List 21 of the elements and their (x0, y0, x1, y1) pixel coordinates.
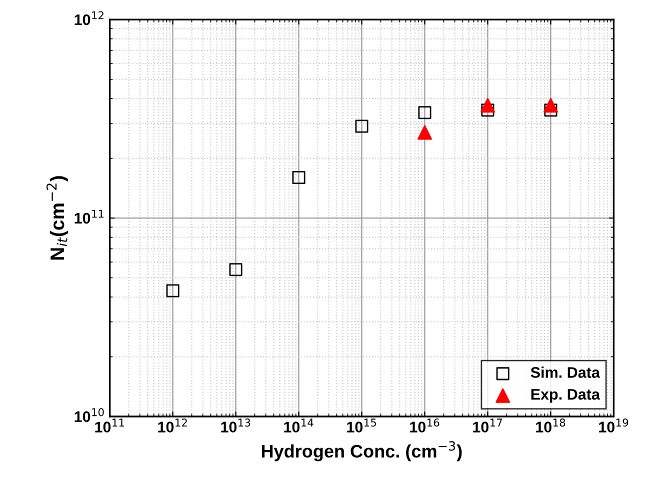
point (292, 171, 306, 184)
point (166, 284, 180, 298)
point (355, 120, 368, 133)
x-tick-label: 10$^{18}$ (536, 418, 566, 432)
x-tick-label: 10$^{13}$ (221, 418, 250, 432)
x-tick-label: 10$^{16}$ (410, 418, 440, 432)
point (418, 106, 432, 120)
x-tick-label: 10$^{15}$ (347, 418, 376, 432)
x-tick-label: 10$^{14}$ (284, 418, 314, 432)
x-tick-label: 10$^{17}$ (473, 418, 502, 432)
x-tick-label: 10$^{12}$ (158, 418, 187, 432)
legend-label: Exp. Data (531, 389, 600, 403)
x-tick-label: 10$^{19}$ (599, 418, 628, 432)
legend-label: Sim. Data (530, 366, 600, 378)
y-axis-title: N$_{it}$(cm$^{−2}$) (46, 176, 68, 260)
x-axis-title: Hydrogen Conc. (cm$^{−3}$) (262, 441, 462, 462)
y-tick-label: 10$^{11}$ (74, 210, 104, 224)
point (544, 104, 558, 117)
point (229, 263, 242, 276)
point (481, 104, 494, 117)
y-tick-label: 10$^{12}$ (74, 11, 104, 26)
